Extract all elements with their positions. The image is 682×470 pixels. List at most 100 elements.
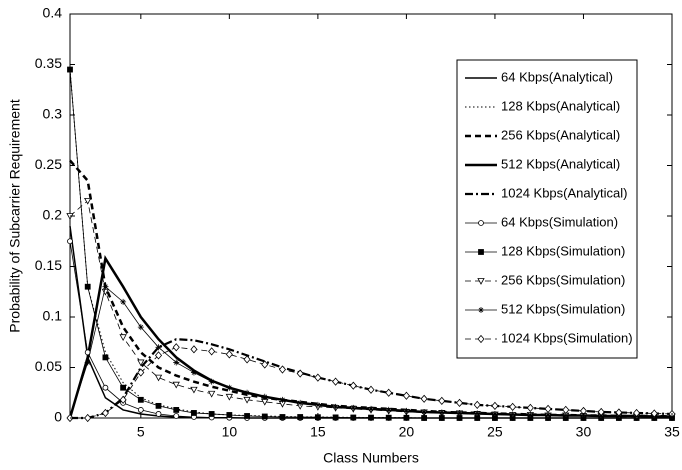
marker [385,414,392,421]
legend-label: 128 Kbps(Simulation) [501,243,625,258]
marker [491,401,499,410]
marker [297,399,304,406]
marker [615,408,623,417]
marker [261,360,269,369]
y-tick-label: 0 [54,409,62,425]
legend-label: 1024 Kbps(Simulation) [501,330,633,345]
legend-box [456,59,638,359]
marker [172,343,180,352]
marker [509,402,517,412]
marker [367,385,375,394]
marker [350,404,357,411]
marker [526,403,534,413]
x-tick-label: 5 [137,424,145,440]
legend-label: 64 Kbps(Analytical) [501,69,613,84]
marker [155,411,162,417]
marker [597,407,605,417]
marker [119,334,127,342]
marker [120,384,127,391]
marker [438,409,445,416]
marker [545,411,552,418]
marker [261,393,268,400]
marker [509,411,516,418]
marker [84,413,92,423]
marker [332,377,340,386]
marker [243,396,251,404]
marker [208,347,216,356]
marker [102,283,109,290]
legend-label: 512 Kbps(Analytical) [501,156,620,171]
marker [84,359,91,366]
marker [137,396,144,403]
marker [225,393,234,401]
legend-label: 64 Kbps(Simulation) [501,214,618,229]
y-tick-label: 0.35 [35,55,62,71]
marker [332,403,339,410]
y-tick-label: 0.1 [43,308,63,324]
marker [278,365,286,374]
marker [173,359,180,366]
y-tick-label: 0.05 [35,358,62,374]
x-tick-label: 20 [399,424,415,440]
marker [102,354,109,361]
marker [456,409,463,416]
marker [226,384,233,391]
marker [296,369,304,378]
marker [420,394,428,403]
y-tick-label: 0.25 [35,156,62,172]
marker [478,220,484,226]
marker [421,408,428,415]
y-axis-label: Probability of Subcarrier Requirement [7,99,23,333]
marker [650,409,658,418]
marker [102,384,109,391]
legend: 64 Kbps(Analytical) 128 Kbps(Analytical) 2… [456,59,638,359]
marker [172,381,180,389]
y-tick-label: 0.3 [43,106,63,122]
marker [478,307,484,313]
marker [84,283,91,290]
marker [155,344,162,351]
y-tick-label: 0.15 [35,257,62,273]
marker [137,324,144,331]
y-tick-label: 0.2 [43,207,63,223]
marker [137,359,145,367]
marker [191,410,197,416]
x-axis-label: Class Numbers [323,450,419,466]
marker [350,414,357,421]
marker [544,404,552,414]
y-tick-label: 0.4 [43,5,63,21]
marker [297,414,304,420]
marker [120,298,127,305]
marker [527,411,534,418]
marker [208,378,215,385]
marker [67,238,73,245]
x-tick-label: 10 [222,424,238,440]
marker [562,412,569,419]
marker [244,389,251,396]
marker [190,386,198,394]
marker [119,395,127,404]
legend-label: 256 Kbps(Analytical) [501,127,620,142]
marker [477,334,485,344]
marker [243,355,251,364]
marker [332,414,339,421]
marker [402,391,410,400]
marker [225,350,233,359]
marker [438,396,446,405]
marker [368,414,374,421]
marker [477,278,485,285]
marker [190,369,197,376]
marker [67,66,73,73]
marker [154,374,163,382]
marker [474,410,481,417]
marker [84,197,92,205]
marker [385,388,393,397]
marker [633,408,641,418]
x-tick-label: 30 [576,424,592,440]
plot-area [66,66,676,423]
marker [562,405,570,415]
marker [261,413,268,420]
legend-label: 256 Kbps(Simulation) [501,272,625,287]
marker [314,401,321,408]
